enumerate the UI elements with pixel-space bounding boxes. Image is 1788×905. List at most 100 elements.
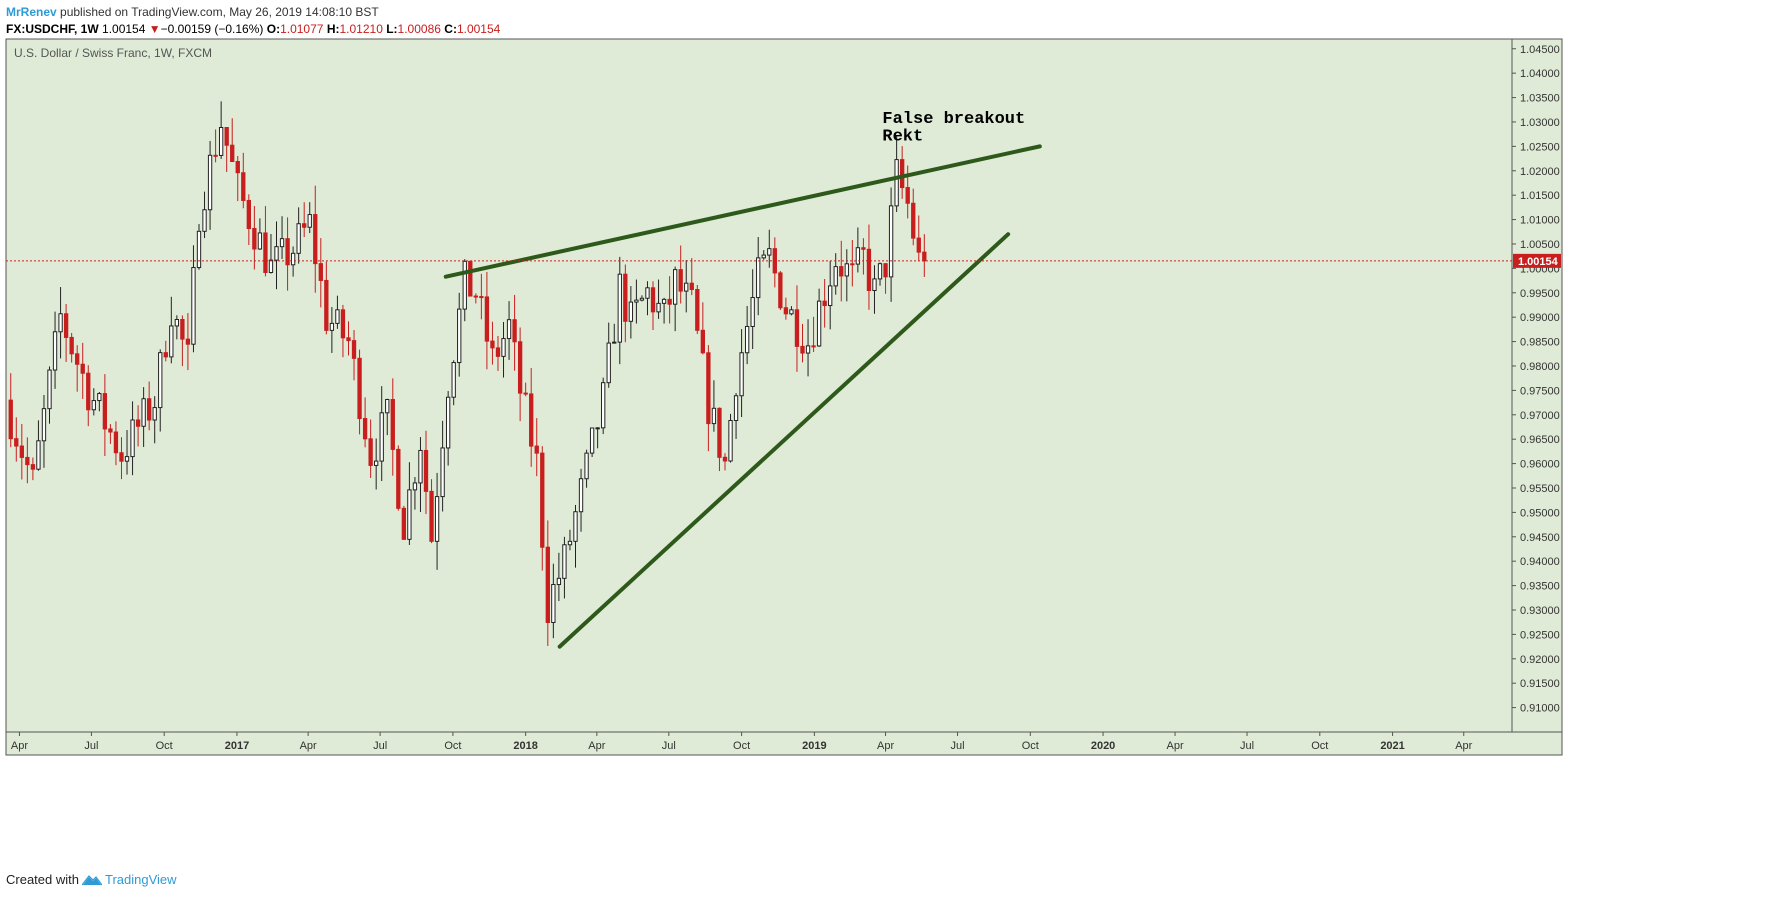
candle-body — [905, 187, 910, 204]
time-tick-label: Jul — [373, 740, 387, 752]
candle-body — [684, 282, 689, 292]
candle-body — [672, 269, 678, 305]
price-tick-label: 0.95500 — [1520, 483, 1560, 495]
time-tick-label: Oct — [1022, 740, 1039, 752]
candle-body — [667, 298, 672, 305]
candle-body — [545, 546, 550, 624]
time-tick-label: Apr — [1166, 740, 1183, 752]
time-tick-label: 2021 — [1380, 740, 1404, 752]
candle-body — [196, 230, 202, 269]
candle-body — [423, 449, 429, 492]
trendline-support[interactable] — [557, 232, 1011, 649]
candle-body — [285, 238, 290, 266]
candle-body — [102, 393, 108, 430]
price-tick-label: 0.95000 — [1520, 507, 1560, 519]
candle-body — [346, 337, 351, 342]
low-value: 1.00086 — [397, 22, 441, 36]
trendlines-group[interactable] — [443, 144, 1042, 649]
time-tick-label: 2017 — [225, 740, 249, 752]
candle-body — [767, 248, 772, 256]
price-tick-label: 0.99500 — [1520, 288, 1560, 300]
candle-body — [19, 445, 24, 458]
time-tick-label: 2020 — [1091, 740, 1115, 752]
symbol-ohlc-bar: FX:USDCHF, 1W 1.00154 ▼−0.00159 (−0.16%)… — [6, 21, 500, 37]
candle-body — [922, 251, 927, 262]
candle-body — [230, 144, 235, 162]
candle-body — [119, 452, 124, 462]
price-tick-label: 0.92500 — [1520, 629, 1560, 641]
candle-body — [302, 223, 307, 228]
candle-body — [628, 301, 634, 322]
candle-body — [739, 352, 744, 397]
down-arrow-icon: ▼ — [148, 22, 161, 36]
price-tick-label: 0.97000 — [1520, 410, 1560, 422]
price-axis-area[interactable] — [1511, 38, 1563, 733]
candle-body — [540, 452, 545, 548]
candle-body — [573, 511, 578, 542]
candle-body — [263, 232, 268, 273]
candle-body — [75, 353, 80, 365]
candle-body — [396, 448, 401, 509]
candle-body — [490, 340, 495, 349]
candle-body — [584, 452, 589, 480]
candle-body — [634, 299, 639, 303]
candle-body — [41, 408, 47, 442]
footer: Created with TradingView — [6, 872, 177, 887]
candle-body — [706, 352, 711, 425]
candle-body — [883, 263, 888, 278]
annotation-rekt[interactable]: Rekt — [882, 128, 923, 147]
candle-body — [828, 285, 833, 307]
tradingview-link[interactable]: TradingView — [81, 872, 177, 887]
time-tick-label: Apr — [1455, 740, 1472, 752]
tradingview-brand-text: TradingView — [104, 872, 177, 887]
candle-body — [623, 273, 628, 322]
candle-body — [69, 336, 74, 355]
candle-body — [562, 544, 567, 579]
time-tick-label: Jul — [84, 740, 98, 752]
time-tick-label: Jul — [1240, 740, 1254, 752]
price-tick-label: 0.96500 — [1520, 434, 1560, 446]
candle-body — [451, 362, 456, 398]
price-axis: 1.04500 1.04000 1.03500 1.03000 1.02500 1.020… — [1512, 44, 1560, 715]
high-label: H: — [326, 22, 340, 36]
candle-body — [296, 223, 301, 254]
candle-body — [202, 209, 207, 232]
price-tick-label: 0.93000 — [1520, 605, 1560, 617]
time-axis-area[interactable] — [5, 731, 1563, 756]
candle-body — [169, 325, 174, 358]
price-tick-label: 0.94500 — [1520, 532, 1560, 544]
price-tick-label: 1.03000 — [1520, 117, 1560, 129]
publish-info: MrRenev published on TradingView.com, Ma… — [6, 4, 379, 20]
candle-body — [135, 419, 141, 427]
time-tick-label: Oct — [444, 740, 461, 752]
candle-body — [25, 456, 30, 466]
chart-title: U.S. Dollar / Swiss Franc, 1W, FXCM — [14, 46, 212, 60]
candle-body — [888, 205, 894, 278]
candle-body — [578, 478, 584, 513]
price-tick-label: 1.04500 — [1520, 44, 1560, 56]
high-value: 1.01210 — [339, 22, 383, 36]
candle-body — [462, 260, 467, 310]
candle-body — [418, 449, 423, 484]
annotation-false-breakout[interactable]: False breakout — [882, 110, 1025, 129]
candle-body — [91, 400, 96, 411]
candle-body — [307, 214, 312, 228]
change-text: −0.00159 (−0.16%) — [160, 22, 264, 36]
candle-body — [357, 357, 362, 420]
candle-body — [700, 329, 706, 354]
candle-body — [318, 263, 323, 281]
symbol-label[interactable]: FX:USDCHF, 1W — [6, 22, 99, 36]
candle-body — [722, 456, 728, 462]
candle-body — [185, 338, 191, 345]
plot-area[interactable] — [5, 38, 1513, 733]
trendline-resistance[interactable] — [443, 144, 1042, 279]
candle-body — [894, 159, 899, 207]
candle-body — [335, 309, 340, 324]
candle-body — [567, 540, 573, 546]
candle-body — [789, 309, 794, 315]
author-name[interactable]: MrRenev — [6, 5, 57, 19]
candle-body — [390, 399, 395, 450]
time-axis: Apr Jul Oct 2017 Apr Jul Oct 2018 Apr Jul Oct 2019 A… — [11, 732, 1473, 752]
